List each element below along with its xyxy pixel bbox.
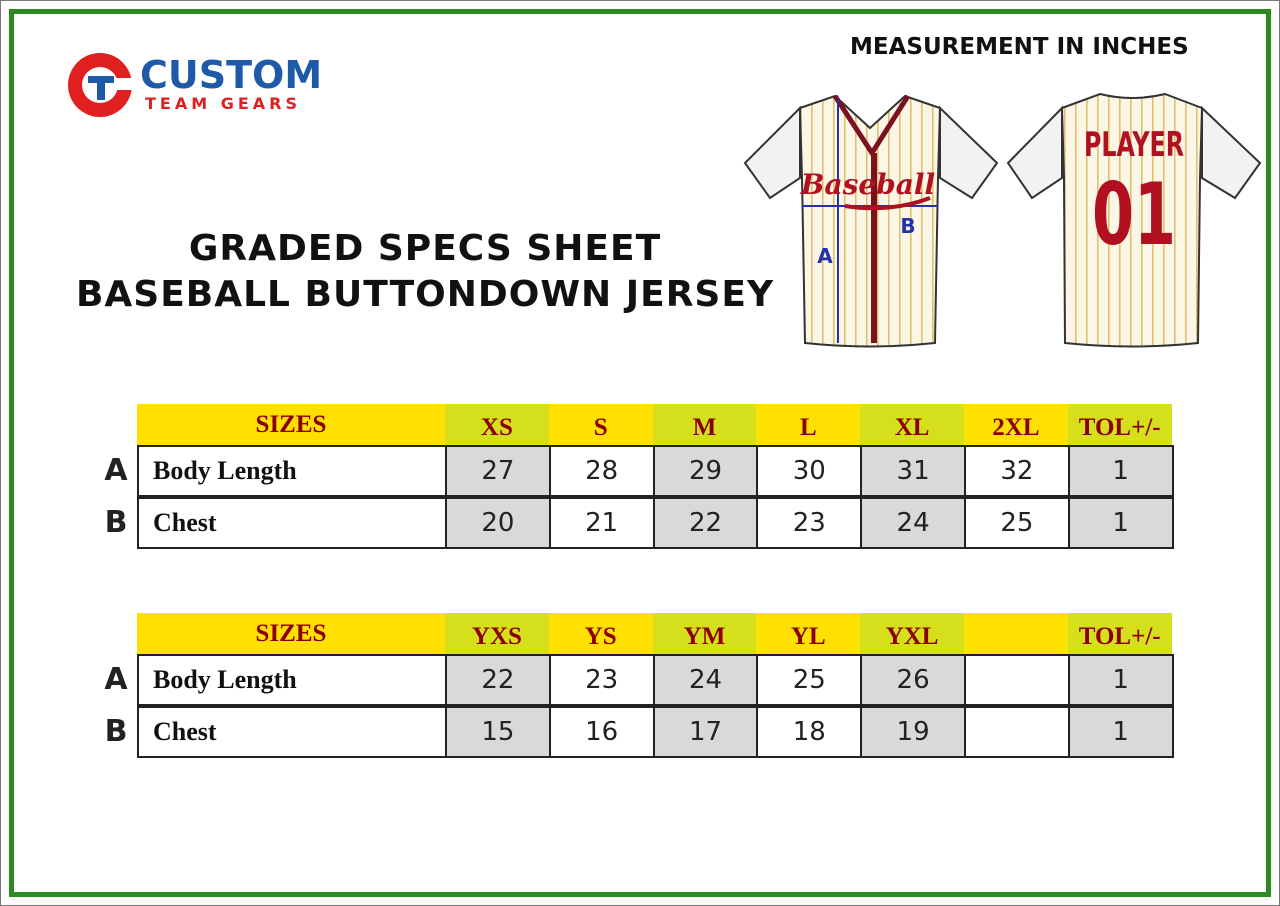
value-cell: 20: [445, 497, 551, 549]
size-header: YL: [756, 613, 861, 654]
value-cell: 29: [652, 445, 759, 497]
size-header: XS: [445, 404, 549, 445]
value-cell: [964, 654, 1070, 706]
size-header: YXS: [445, 613, 549, 654]
title-line: GRADED SPECS SHEET: [188, 228, 662, 269]
jersey-back-name: PLAYER: [1084, 125, 1184, 165]
header-cell: SIZES: [137, 404, 445, 445]
row-marker: A: [104, 453, 128, 488]
value-cell: 22: [445, 654, 551, 706]
logo-tagline: TEAM GEARS: [145, 94, 301, 113]
header-cell: SIZES: [137, 613, 445, 654]
title-line: BASEBALL BUTTONDOWN JERSEY: [75, 274, 775, 315]
tolerance-cell: 1: [1067, 497, 1174, 549]
tolerance-cell: 1: [1067, 706, 1174, 758]
row-label: Chest: [137, 706, 445, 758]
size-header: M: [652, 404, 757, 445]
size-header: S: [548, 404, 653, 445]
jersey-marker: A: [817, 244, 833, 268]
measurement-note: MEASUREMENT IN INCHES: [850, 34, 1189, 60]
value-cell: 22: [652, 497, 759, 549]
value-cell: 23: [756, 497, 863, 549]
size-header: YM: [652, 613, 757, 654]
tolerance-header: TOL+/-: [1067, 404, 1172, 445]
value-cell: [964, 706, 1070, 758]
value-cell: 18: [756, 706, 863, 758]
size-header: 2XL: [964, 404, 1068, 445]
value-cell: 25: [756, 654, 863, 706]
value-cell: 24: [652, 654, 759, 706]
row-label: Body Length: [137, 445, 445, 497]
value-cell: 31: [860, 445, 966, 497]
logo-name: CUSTOM: [140, 53, 322, 97]
row-marker: B: [104, 714, 128, 749]
jersey-front-text: Baseball: [800, 168, 935, 201]
row-marker: B: [104, 505, 128, 540]
value-cell: 32: [964, 445, 1070, 497]
jersey-front: Baseball A B: [743, 94, 999, 348]
value-cell: 27: [445, 445, 551, 497]
jersey-illustration: Baseball A B PLAYER 01: [743, 92, 1262, 348]
value-cell: 21: [548, 497, 655, 549]
value-cell: 15: [445, 706, 551, 758]
value-cell: 24: [860, 497, 966, 549]
tolerance-cell: 1: [1067, 445, 1174, 497]
logo-t-stem: [97, 76, 105, 100]
value-cell: 17: [652, 706, 759, 758]
row-marker: A: [104, 662, 128, 697]
size-header: YXL: [860, 613, 964, 654]
row-label: Chest: [137, 497, 445, 549]
value-cell: 19: [860, 706, 966, 758]
tolerance-header: TOL+/-: [1067, 613, 1172, 654]
jersey-marker: B: [900, 214, 915, 238]
size-header: XL: [860, 404, 964, 445]
jersey-back: PLAYER 01: [1006, 92, 1262, 348]
logo: CUSTOM TEAM GEARS: [68, 53, 322, 117]
value-cell: 25: [964, 497, 1070, 549]
value-cell: 23: [548, 654, 655, 706]
value-cell: 30: [756, 445, 863, 497]
value-cell: 26: [860, 654, 966, 706]
size-header: YS: [548, 613, 653, 654]
tolerance-cell: 1: [1067, 654, 1174, 706]
value-cell: 28: [548, 445, 655, 497]
jersey-back-number: 01: [1092, 165, 1176, 265]
size-header: [964, 613, 1068, 654]
row-label: Body Length: [137, 654, 445, 706]
size-header: L: [756, 404, 861, 445]
value-cell: 16: [548, 706, 655, 758]
